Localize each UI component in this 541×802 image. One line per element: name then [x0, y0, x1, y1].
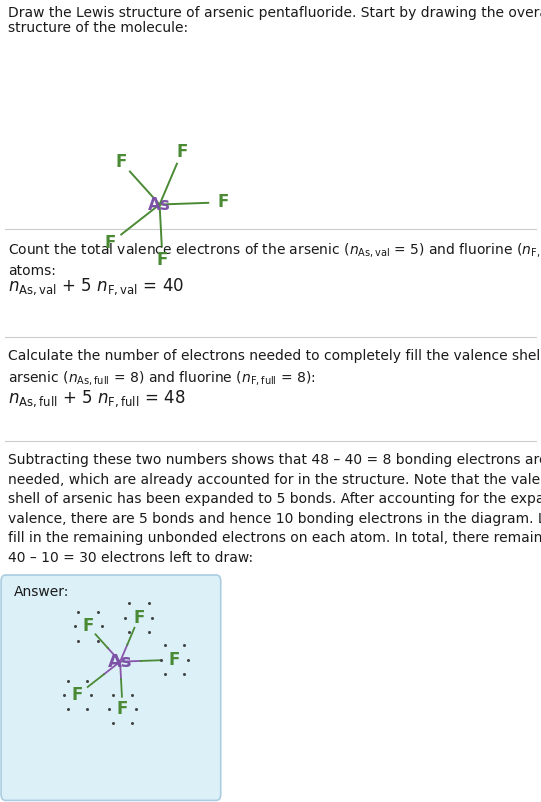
FancyBboxPatch shape [1, 575, 221, 800]
Text: F: F [116, 153, 127, 172]
Text: F: F [169, 650, 180, 669]
Text: F: F [217, 193, 228, 211]
Text: As: As [108, 653, 133, 670]
Text: Calculate the number of electrons needed to completely fill the valence shells f: Calculate the number of electrons needed… [8, 349, 541, 387]
Text: structure of the molecule:: structure of the molecule: [8, 21, 188, 34]
Text: Draw the Lewis structure of arsenic pentafluoride. Start by drawing the overall: Draw the Lewis structure of arsenic pent… [8, 6, 541, 20]
Text: F: F [117, 700, 128, 718]
Text: F: F [133, 609, 144, 626]
Text: Count the total valence electrons of the arsenic ($n_\mathrm{As,val}$ = 5) and f: Count the total valence electrons of the… [8, 241, 541, 278]
Text: $n_\mathrm{As,full}$ + 5 $n_\mathrm{F,full}$ = 48: $n_\mathrm{As,full}$ + 5 $n_\mathrm{F,fu… [8, 388, 186, 409]
Text: F: F [176, 144, 188, 161]
Text: $n_\mathrm{As,val}$ + 5 $n_\mathrm{F,val}$ = 40: $n_\mathrm{As,val}$ + 5 $n_\mathrm{F,val… [8, 277, 184, 298]
Text: F: F [71, 686, 83, 704]
Text: F: F [82, 617, 94, 635]
Text: F: F [157, 251, 168, 269]
Text: F: F [104, 234, 115, 253]
Text: As: As [148, 196, 171, 213]
Text: Answer:: Answer: [14, 585, 69, 599]
Text: Subtracting these two numbers shows that 48 – 40 = 8 bonding electrons are
neede: Subtracting these two numbers shows that… [8, 453, 541, 565]
